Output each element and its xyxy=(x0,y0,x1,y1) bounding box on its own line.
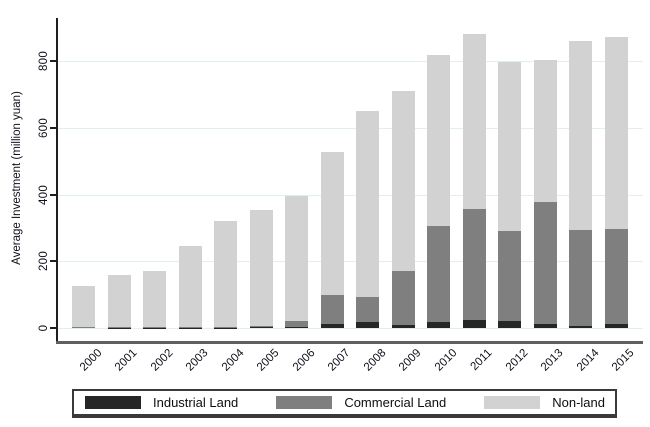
bar-segment-2013-non-land xyxy=(533,60,557,203)
bar-segment-2009-commercial-land xyxy=(391,270,415,325)
gridline-200 xyxy=(58,261,643,263)
bar-segment-2013-commercial-land xyxy=(533,202,557,324)
bar-segment-2006-non-land xyxy=(285,196,309,321)
bar-segment-2006-industrial-land xyxy=(285,326,309,328)
legend-swatch-industrial-land xyxy=(85,396,141,409)
bar-segment-2005-industrial-land xyxy=(249,327,273,328)
y-tick-mark-400 xyxy=(50,193,56,196)
bar-segment-2008-industrial-land xyxy=(356,322,380,328)
bar-segment-2001-non-land xyxy=(107,275,131,327)
bar-segment-2009-non-land xyxy=(391,91,415,271)
bar-segment-2007-non-land xyxy=(320,152,344,295)
legend-item-commercial-land: Commercial Land xyxy=(276,395,446,410)
bar-segment-2013-industrial-land xyxy=(533,323,557,328)
bar-segment-2011-commercial-land xyxy=(462,209,486,320)
bar-segment-2000-commercial-land xyxy=(72,327,95,328)
bar-segment-2003-commercial-land xyxy=(178,327,202,328)
y-tick-label-0: 0 xyxy=(38,324,50,332)
y-tick-label-800: 800 xyxy=(38,51,50,72)
bar-segment-2010-industrial-land xyxy=(427,322,451,328)
gridline-600 xyxy=(58,128,643,130)
gridline-800 xyxy=(58,61,643,63)
bar-segment-2000-non-land xyxy=(72,286,95,328)
bar-segment-2015-non-land xyxy=(604,36,628,230)
bar-segment-2012-commercial-land xyxy=(498,231,522,322)
bar-segment-2001-commercial-land xyxy=(107,326,131,328)
bar-segment-2005-non-land xyxy=(249,209,273,326)
bar-segment-2007-industrial-land xyxy=(320,323,344,328)
bar-segment-2002-commercial-land xyxy=(143,326,167,328)
y-tick-mark-600 xyxy=(50,127,56,130)
y-tick-label-200: 200 xyxy=(38,251,50,272)
bar-segment-2011-non-land xyxy=(462,33,486,210)
bar-segment-2005-commercial-land xyxy=(249,326,273,328)
bar-segment-2008-non-land xyxy=(356,110,380,297)
gridline-400 xyxy=(58,194,643,196)
bar-segment-2003-non-land xyxy=(178,246,202,327)
bar-segment-2007-commercial-land xyxy=(320,295,344,324)
legend: Industrial Land Commercial Land Non-land xyxy=(72,389,617,418)
legend-swatch-non-land xyxy=(484,396,541,409)
bar-segment-2012-industrial-land xyxy=(498,321,522,328)
y-axis-line xyxy=(56,18,58,344)
legend-label-non-land: Non-land xyxy=(552,395,605,410)
bar-segment-2004-commercial-land xyxy=(214,326,238,328)
bar-segment-2004-industrial-land xyxy=(214,327,238,329)
bar-segment-2006-commercial-land xyxy=(285,320,309,327)
y-tick-label-400: 400 xyxy=(38,184,50,205)
legend-swatch-commercial-land xyxy=(276,396,333,409)
legend-label-commercial-land: Commercial Land xyxy=(344,395,447,410)
bar-segment-2014-industrial-land xyxy=(569,325,593,328)
y-tick-mark-200 xyxy=(50,260,56,263)
bar-segment-2003-industrial-land xyxy=(178,327,202,329)
y-tick-mark-800 xyxy=(50,60,56,63)
bar-segment-2009-industrial-land xyxy=(391,325,415,328)
gridline-0 xyxy=(58,328,643,329)
bar-segment-2014-commercial-land xyxy=(569,230,593,326)
x-axis-line xyxy=(56,341,643,344)
bar-segment-2015-commercial-land xyxy=(604,229,628,324)
y-axis-title: Average Investment (million yuan) xyxy=(11,91,23,265)
bar-segment-2011-industrial-land xyxy=(462,320,486,328)
bar-segment-2010-commercial-land xyxy=(427,225,451,323)
bar-segment-2002-non-land xyxy=(143,270,167,327)
legend-item-non-land: Non-land xyxy=(484,395,605,410)
legend-label-industrial-land: Industrial Land xyxy=(153,395,239,410)
bar-segment-2012-non-land xyxy=(498,62,522,232)
y-tick-mark-0 xyxy=(50,327,56,329)
legend-item-industrial-land: Industrial Land xyxy=(85,395,238,410)
bar-segment-2008-commercial-land xyxy=(356,296,380,322)
bar-segment-2015-industrial-land xyxy=(604,324,628,328)
bar-segment-2001-industrial-land xyxy=(107,327,131,329)
bar-segment-2002-industrial-land xyxy=(143,327,167,329)
bar-segment-2004-non-land xyxy=(214,221,238,327)
y-tick-label-600: 600 xyxy=(38,118,50,139)
bar-segment-2010-non-land xyxy=(427,54,451,226)
bar-segment-2014-non-land xyxy=(569,41,593,231)
